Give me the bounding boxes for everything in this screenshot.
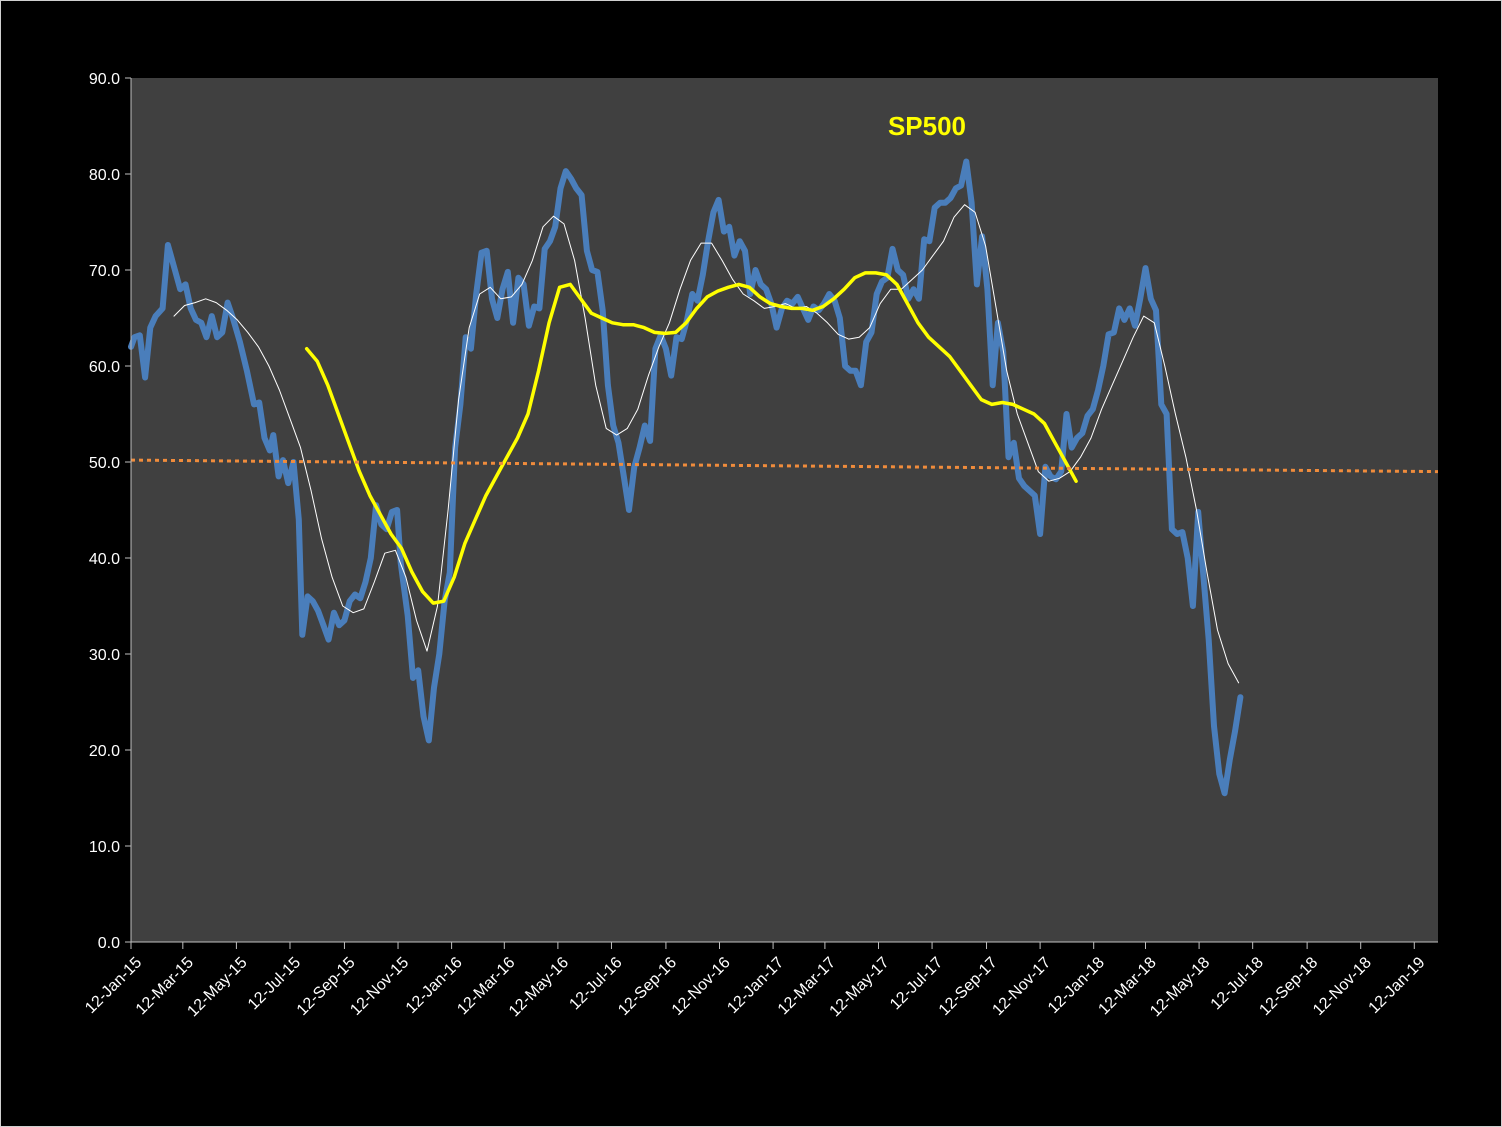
x-tick-label: 12-Nov-16 [669,954,734,1019]
x-tick-label: 12-Nov-18 [1310,954,1375,1019]
y-tick-label: 20.0 [89,743,120,760]
chart-title: SP500 [888,111,966,141]
y-tick-label: 60.0 [89,359,120,376]
y-tick-label: 90.0 [89,71,120,88]
y-tick-label: 80.0 [89,167,120,184]
series-line-2 [173,204,1240,684]
y-tick-label: 40.0 [89,551,120,568]
series-line-3 [304,271,1078,605]
series-layer [128,158,1439,797]
y-tick-label: 70.0 [89,263,120,280]
x-tick-label: 12-Jan-19 [1366,954,1429,1017]
y-tick-label: 0.0 [98,935,120,952]
plot-area [131,78,1438,942]
y-tick-label: 30.0 [89,647,120,664]
y-tick-label: 50.0 [89,455,120,472]
x-tick-label: 12-Nov-15 [347,954,412,1019]
x-tick-label: 12-Nov-17 [989,954,1054,1019]
y-tick-label: 10.0 [89,839,120,856]
series-line-4 [130,458,1439,474]
